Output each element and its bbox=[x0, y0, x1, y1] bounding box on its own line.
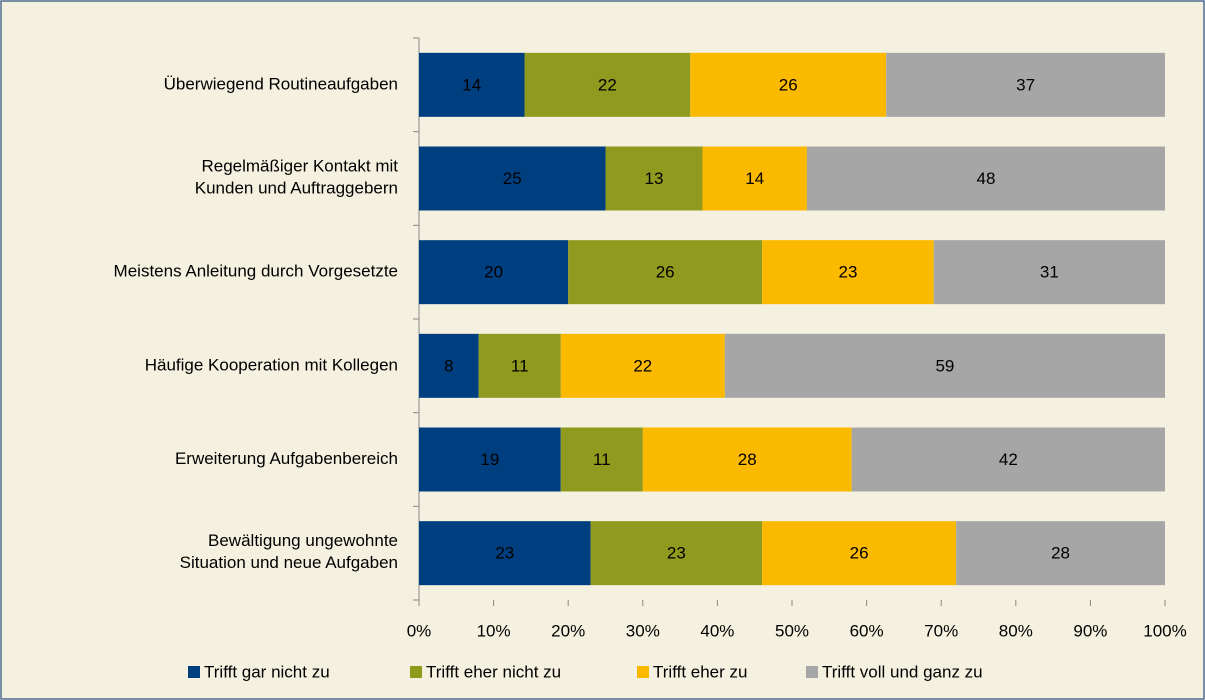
data-label: 26 bbox=[779, 75, 798, 94]
category-label: Regelmäßiger Kontakt mit Kunden und Auftr… bbox=[195, 157, 399, 198]
x-tick-label: 60% bbox=[850, 621, 884, 640]
category-label: Überwiegend Routineaufgaben bbox=[164, 74, 398, 93]
bar-segment bbox=[724, 333, 1165, 398]
data-label: 11 bbox=[511, 356, 529, 375]
data-label: 37 bbox=[1016, 75, 1035, 94]
bar-segment bbox=[702, 146, 807, 211]
bar-segment bbox=[419, 52, 525, 117]
bar-segment bbox=[419, 146, 606, 211]
x-tick-label: 20% bbox=[551, 621, 585, 640]
bar-segment bbox=[956, 521, 1165, 586]
bar-segment bbox=[605, 146, 703, 211]
data-label: 28 bbox=[1051, 544, 1070, 563]
data-label: 8 bbox=[444, 356, 453, 375]
legend-label: Trifft eher nicht zu bbox=[426, 662, 561, 681]
legend-swatch bbox=[188, 666, 200, 678]
bar-segment bbox=[851, 427, 1165, 492]
data-label: 23 bbox=[667, 544, 686, 563]
x-tick-label: 80% bbox=[999, 621, 1033, 640]
bar-segment bbox=[690, 52, 887, 117]
bar-segment bbox=[419, 240, 569, 305]
bar-segment bbox=[560, 427, 643, 492]
bar-segment bbox=[642, 427, 852, 492]
data-label: 42 bbox=[999, 450, 1018, 469]
bar-segment bbox=[560, 333, 725, 398]
category-label: Erweiterung Aufgabenbereich bbox=[175, 449, 398, 468]
data-label: 11 bbox=[593, 450, 611, 469]
x-tick-label: 0% bbox=[407, 621, 432, 640]
x-tick-label: 50% bbox=[775, 621, 809, 640]
bar-segment bbox=[524, 52, 691, 117]
bar-segment bbox=[762, 240, 934, 305]
x-tick-label: 30% bbox=[626, 621, 660, 640]
category-label: Bewältigung ungewohnte Situation und neue… bbox=[180, 532, 398, 573]
category-label: Meistens Anleitung durch Vorgesetzte bbox=[114, 262, 398, 281]
data-label: 26 bbox=[656, 263, 675, 282]
category-label: Häufige Kooperation mit Kollegen bbox=[145, 355, 398, 374]
data-label: 28 bbox=[738, 450, 757, 469]
data-label: 14 bbox=[462, 75, 481, 94]
legend-label: Trifft gar nicht zu bbox=[204, 662, 330, 681]
bar-segment bbox=[806, 146, 1165, 211]
legend-swatch bbox=[637, 666, 649, 678]
data-label: 31 bbox=[1040, 263, 1059, 282]
bar-segment bbox=[762, 521, 957, 586]
bar-segment bbox=[590, 521, 763, 586]
legend-swatch bbox=[806, 666, 818, 678]
bar-segment bbox=[419, 521, 591, 586]
data-label: 14 bbox=[745, 169, 764, 188]
data-label: 26 bbox=[850, 544, 869, 563]
bar-segment bbox=[419, 427, 561, 492]
x-tick-label: 90% bbox=[1073, 621, 1107, 640]
bar-segment bbox=[568, 240, 763, 305]
x-tick-label: 100% bbox=[1143, 621, 1186, 640]
data-label: 23 bbox=[495, 544, 514, 563]
legend-swatch bbox=[410, 666, 422, 678]
bar-segment bbox=[478, 333, 561, 398]
legend-label: Trifft eher zu bbox=[653, 662, 747, 681]
legend-label: Trifft voll und ganz zu bbox=[822, 662, 983, 681]
bar-segment bbox=[886, 52, 1165, 117]
bar-segment bbox=[933, 240, 1165, 305]
x-tick-label: 40% bbox=[700, 621, 734, 640]
data-label: 13 bbox=[645, 169, 664, 188]
x-tick-label: 70% bbox=[924, 621, 958, 640]
data-label: 22 bbox=[598, 75, 617, 94]
data-label: 48 bbox=[976, 169, 995, 188]
data-label: 23 bbox=[838, 263, 857, 282]
bar-segment bbox=[419, 333, 479, 398]
data-label: 20 bbox=[484, 263, 503, 282]
data-label: 59 bbox=[935, 356, 954, 375]
data-label: 25 bbox=[503, 169, 522, 188]
x-tick-label: 10% bbox=[477, 621, 511, 640]
data-label: 19 bbox=[480, 450, 499, 469]
data-label: 22 bbox=[633, 356, 652, 375]
